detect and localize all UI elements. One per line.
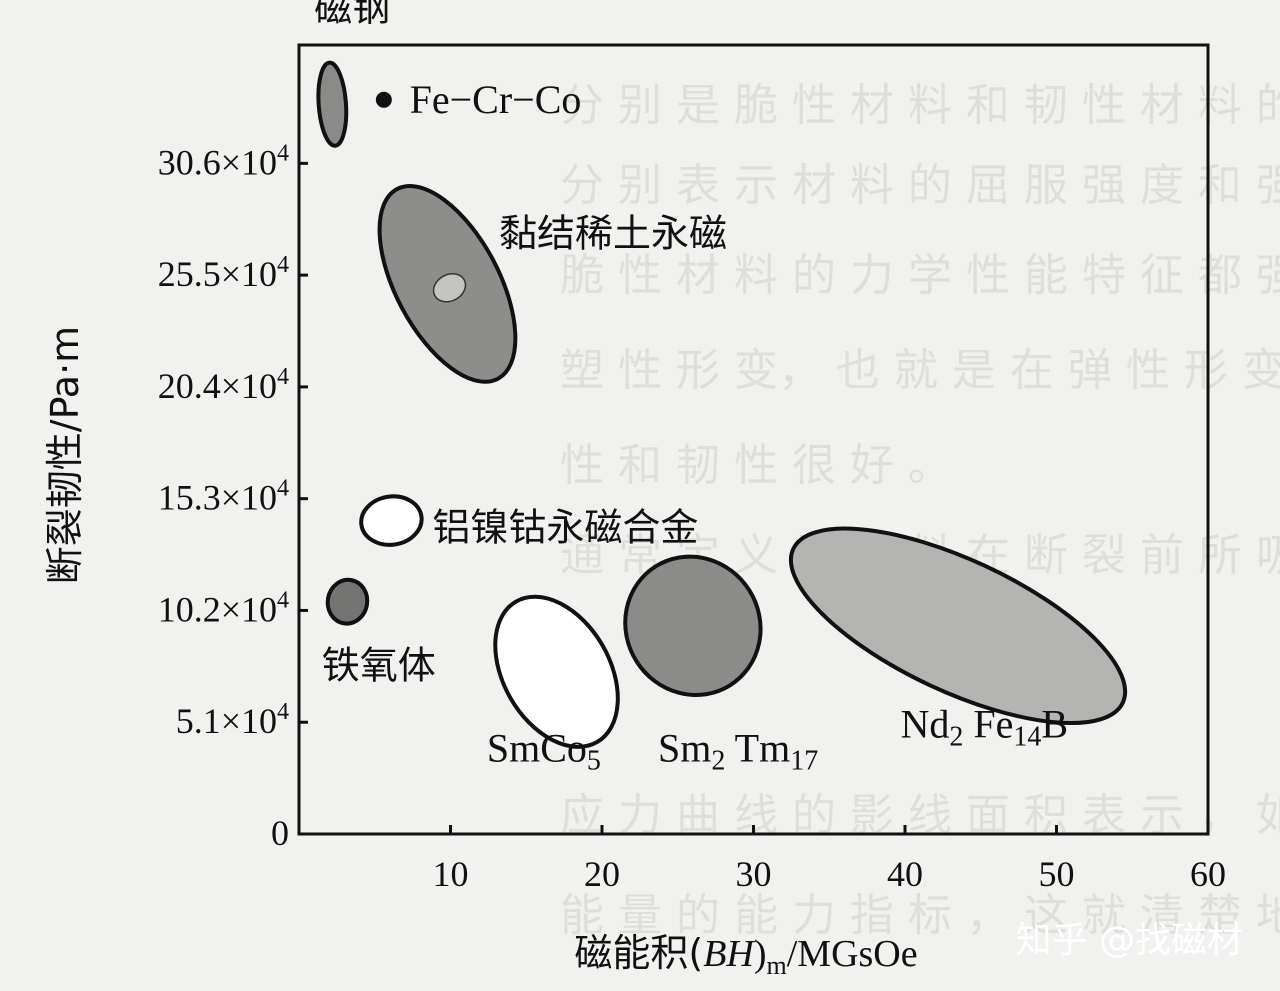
x-axis-title: 磁能积(BH)m/MGsOe bbox=[574, 931, 917, 980]
watermark: 知乎 @找磁材 bbox=[1016, 920, 1243, 961]
material-region-ellipse bbox=[623, 554, 763, 697]
region-label: Sm2 Tm17 bbox=[658, 726, 818, 777]
region-label: Fe−Cr−Co bbox=[410, 77, 582, 122]
y-tick-label: 5.1×104 bbox=[176, 699, 289, 741]
region-5 bbox=[623, 554, 763, 697]
material-region-ellipse bbox=[325, 577, 370, 626]
material-region-ellipse bbox=[493, 594, 620, 749]
x-tick-label: 30 bbox=[736, 854, 772, 894]
svg-text:脆 性 材 料 的 力 学 性 能 特 征 都 强 度 大: 脆 性 材 料 的 力 学 性 能 特 征 都 强 度 大 bbox=[560, 250, 1280, 301]
y-axis-title: 断裂韧性/Pa·m bbox=[43, 326, 87, 584]
y-tick-exponent: 4 bbox=[277, 252, 289, 278]
y-tick-mantissa: 15.3×10 bbox=[158, 478, 277, 518]
y-tick-label: 15.3×104 bbox=[158, 476, 289, 518]
region-4 bbox=[493, 594, 620, 749]
y-tick-exponent: 4 bbox=[277, 699, 289, 725]
svg-text:塑 性 形 变， 也 就 是 在 弹 性 形 变 阶 段 断: 塑 性 形 变， 也 就 是 在 弹 性 形 变 阶 段 断 裂 了 bbox=[560, 345, 1280, 396]
svg-text:分 别 是 脆 性 材 料 和 韧 性 材 料 的 应 力: 分 别 是 脆 性 材 料 和 韧 性 材 料 的 应 力 (σ) bbox=[560, 80, 1280, 131]
y-tick-exponent: 4 bbox=[277, 364, 289, 390]
region-3 bbox=[325, 577, 370, 626]
y-tick-label: 10.2×104 bbox=[158, 587, 289, 629]
x-tick-label: 20 bbox=[584, 854, 620, 894]
region-1 bbox=[377, 184, 518, 384]
y-tick-label: 25.5×104 bbox=[158, 252, 289, 294]
y-tick-mantissa: 30.6×10 bbox=[158, 142, 277, 182]
x-tick-label: 10 bbox=[433, 854, 469, 894]
axes: 10 20 30 40 50 6005.1×10410.2×10415.3×10420.4… bbox=[158, 43, 1226, 894]
region-6 bbox=[788, 526, 1128, 726]
material-region-ellipse bbox=[788, 526, 1128, 726]
region-label: 铝镍钴永磁合金 bbox=[432, 505, 698, 549]
region-label: 黏结稀土永磁 bbox=[499, 212, 727, 256]
region-label: Nd2 Fe14B bbox=[900, 702, 1068, 753]
y-tick-mantissa: 20.4×10 bbox=[158, 366, 277, 406]
material-region-ellipse bbox=[316, 60, 349, 148]
y-tick-mantissa: 10.2×10 bbox=[158, 589, 277, 629]
y-tick-label: 0 bbox=[271, 813, 289, 853]
region-label: 磁钢 bbox=[314, 0, 390, 30]
y-tick-label: 20.4×104 bbox=[158, 364, 289, 406]
material-region-inner-ellipse bbox=[432, 273, 467, 303]
x-tick-label: 60 bbox=[1190, 854, 1226, 894]
material-point bbox=[375, 91, 392, 108]
bleed-through-background: 分 别 是 脆 性 材 料 和 韧 性 材 料 的 应 力 (σ) 分 别 表 … bbox=[560, 80, 1280, 941]
y-tick-exponent: 4 bbox=[277, 140, 289, 166]
region-label: SmCo5 bbox=[487, 726, 601, 777]
svg-text:分 别 表 示 材 料 的 屈 服 强 度 和 强 度 .: 分 别 表 示 材 料 的 屈 服 强 度 和 强 度 . ε 表 bbox=[560, 160, 1280, 211]
x-tick-label: 40 bbox=[887, 854, 923, 894]
svg-text:能 量 的 能 力 指 标 ， 这 就 清 楚 地 说 明: 能 量 的 能 力 指 标 ， 这 就 清 楚 地 说 明 。 bbox=[560, 890, 1280, 941]
y-tick-label: 30.6×104 bbox=[158, 140, 289, 182]
material-regions bbox=[316, 60, 1128, 749]
svg-text:性 和 韧 性 很 好 。: 性 和 韧 性 很 好 。 bbox=[560, 440, 952, 491]
y-tick-mantissa: 25.5×10 bbox=[158, 254, 277, 294]
y-tick-exponent: 4 bbox=[277, 476, 289, 502]
region-0 bbox=[316, 60, 349, 148]
y-tick-mantissa: 5.1×10 bbox=[176, 701, 277, 741]
material-region-ellipse bbox=[359, 494, 424, 547]
y-tick-exponent: 4 bbox=[277, 587, 289, 613]
material-points bbox=[375, 91, 392, 108]
region-2 bbox=[359, 494, 424, 547]
region-label: 铁氧体 bbox=[322, 643, 436, 687]
x-tick-label: 50 bbox=[1039, 854, 1075, 894]
